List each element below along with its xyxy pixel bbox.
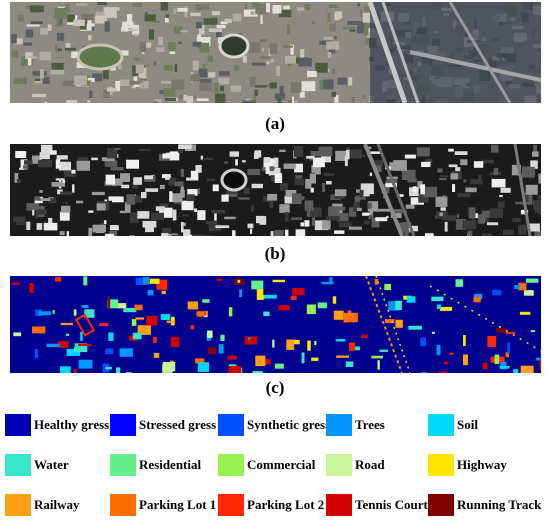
legend-label: Synthetic gress xyxy=(247,417,331,432)
legend-label: Road xyxy=(355,457,385,472)
legend-swatch xyxy=(110,414,136,436)
legend-swatch xyxy=(218,494,244,516)
legend-item-trees: Trees xyxy=(326,413,385,437)
classification-map-svg xyxy=(10,276,541,373)
grayscale-band-image-svg xyxy=(10,144,541,236)
legend-item-railway: Railway xyxy=(5,493,80,517)
legend-label: Highway xyxy=(457,457,507,472)
legend-label: Stressed gress xyxy=(139,417,217,432)
legend-item-water: Water xyxy=(5,453,69,477)
legend-label: Healthy gress xyxy=(34,417,110,432)
legend-item-synthetic-grass: Synthetic gress xyxy=(218,413,330,437)
class-legend: Healthy gress Stressed gress Synthetic g… xyxy=(0,408,550,520)
caption-b: (b) xyxy=(264,244,286,263)
legend-swatch xyxy=(218,414,244,436)
classification-map xyxy=(10,276,541,373)
legend-swatch xyxy=(428,454,454,476)
rgb-aerial-image-svg xyxy=(10,2,541,103)
legend-swatch xyxy=(5,494,31,516)
legend-swatch xyxy=(428,494,454,516)
legend-item-healthy-grass: Healthy gress xyxy=(5,413,109,437)
legend-item-tennis-court: Tennis Court xyxy=(326,493,428,517)
legend-item-parking-lot-2: Parking Lot 2 xyxy=(218,493,324,517)
legend-label: Running Track xyxy=(457,497,542,512)
legend-item-residential: Residential xyxy=(110,453,201,477)
legend-label: Water xyxy=(34,457,69,472)
legend-label: Commercial xyxy=(247,457,316,472)
legend-item-stressed-grass: Stressed gress xyxy=(110,413,216,437)
legend-item-soil: Soil xyxy=(428,413,478,437)
legend-item-running-track: Running Track xyxy=(428,493,541,517)
map-background xyxy=(10,276,541,373)
legend-swatch xyxy=(5,454,31,476)
legend-label: Soil xyxy=(457,417,478,432)
legend-label: Tennis Court xyxy=(355,497,428,512)
legend-swatch xyxy=(326,494,352,516)
legend-swatch xyxy=(326,454,352,476)
legend-item-commercial: Commercial xyxy=(218,453,315,477)
legend-item-highway: Highway xyxy=(428,453,507,477)
rgb-aerial-image xyxy=(10,2,541,103)
legend-swatch xyxy=(428,414,454,436)
legend-label: Railway xyxy=(34,497,80,512)
legend-swatch xyxy=(326,414,352,436)
legend-swatch xyxy=(110,494,136,516)
legend-label: Parking Lot 2 xyxy=(247,497,325,512)
legend-label: Trees xyxy=(355,417,385,432)
legend-swatch xyxy=(110,454,136,476)
caption-c: (c) xyxy=(265,378,285,397)
legend-swatch xyxy=(5,414,31,436)
caption-a: (a) xyxy=(265,114,285,133)
legend-label: Parking Lot 1 xyxy=(139,497,217,512)
legend-label: Residential xyxy=(139,457,202,472)
grayscale-band-image xyxy=(10,144,541,236)
legend-item-parking-lot-1: Parking Lot 1 xyxy=(110,493,216,517)
legend-swatch xyxy=(218,454,244,476)
legend-item-road: Road xyxy=(326,453,385,477)
